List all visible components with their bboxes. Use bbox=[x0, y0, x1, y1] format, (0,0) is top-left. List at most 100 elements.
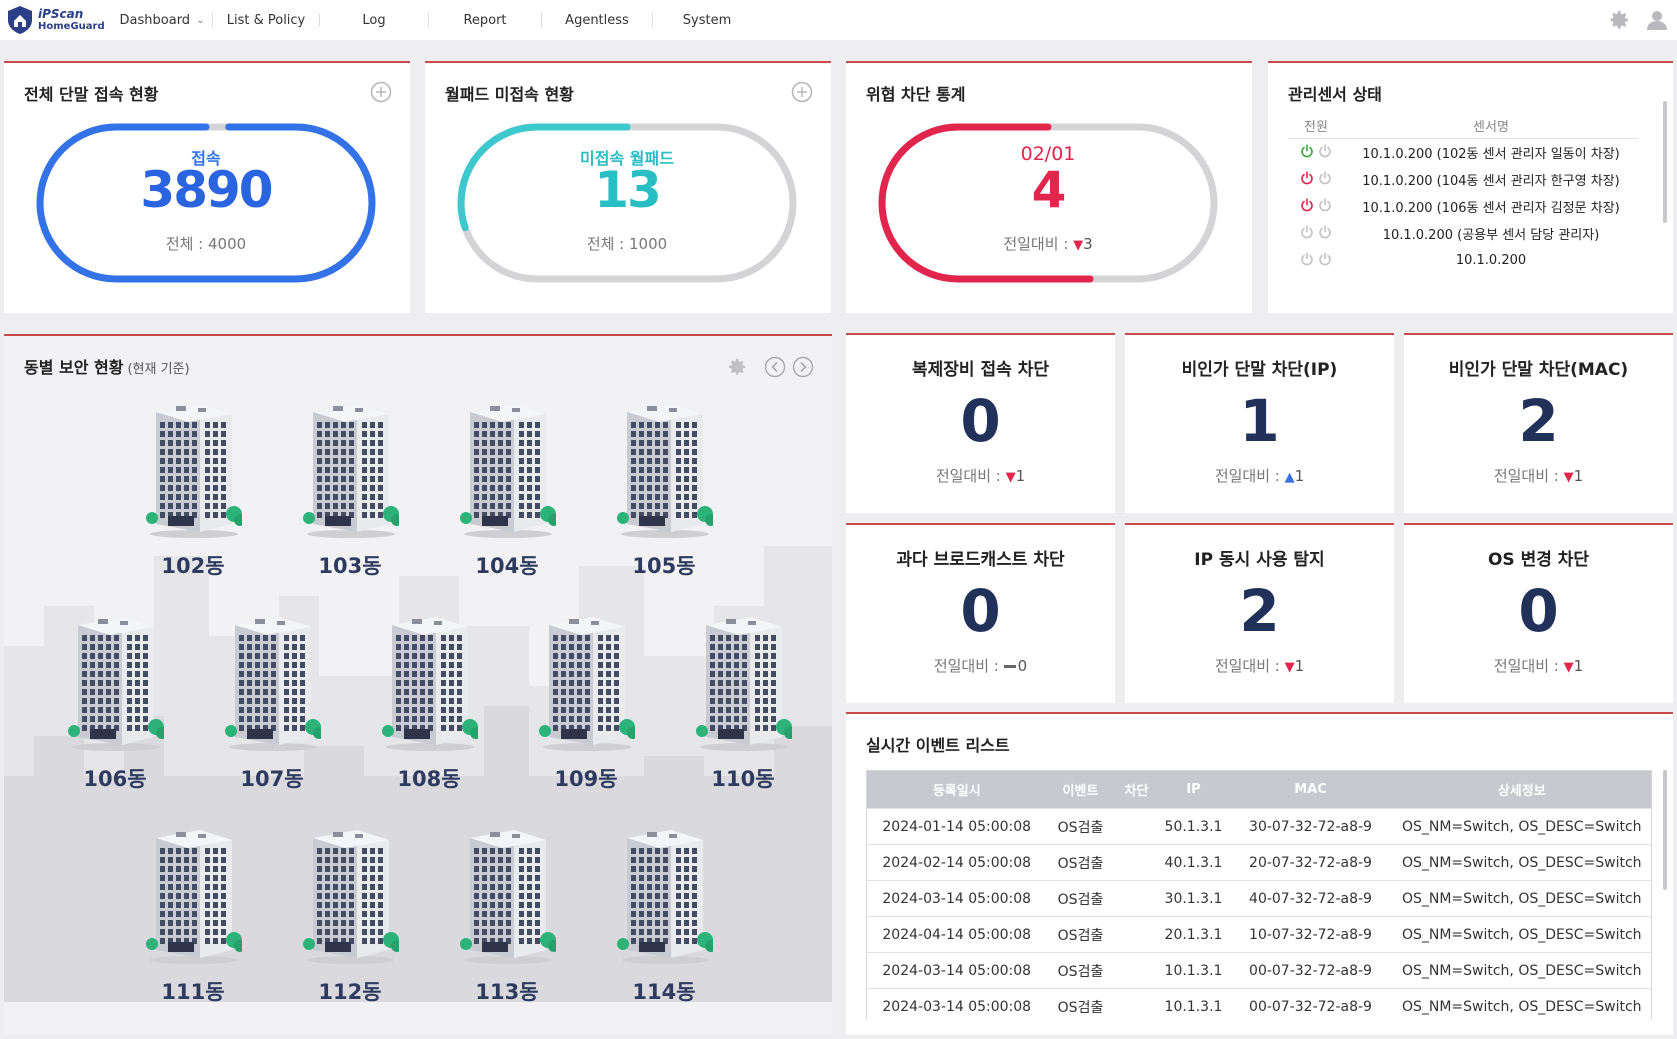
building-item[interactable]: 105동 bbox=[589, 400, 739, 580]
event-list-card: 실시간 이벤트 리스트 등록일시 이벤트 차단 IP MAC 상세정보 2024… bbox=[846, 712, 1673, 1035]
cell-block bbox=[1114, 988, 1159, 1019]
building-item[interactable]: 109동 bbox=[511, 613, 661, 793]
power-icon bbox=[1318, 197, 1332, 216]
col-block[interactable]: 차단 bbox=[1114, 770, 1159, 809]
cell-mac: 10-07-32-72-a8-9 bbox=[1228, 916, 1393, 953]
building-item[interactable]: 106동 bbox=[40, 613, 190, 793]
wallpad-value: 13 bbox=[594, 161, 662, 219]
clone-device-block-card[interactable]: 복제장비 접속 차단 0 전일대비 : ▼1 bbox=[846, 333, 1115, 513]
unauthorized-ip-block-card[interactable]: 비인가 단말 차단(IP) 1 전일대비 : ▲1 bbox=[1125, 333, 1394, 513]
power-icon bbox=[1318, 170, 1332, 189]
building-icon bbox=[382, 617, 478, 751]
cell-mac: 00-07-32-72-a8-9 bbox=[1228, 988, 1393, 1019]
table-row[interactable]: 2024-01-14 05:00:08 OS검출 50.1.3.1 30-07-32-… bbox=[866, 808, 1652, 845]
shield-logo-icon bbox=[8, 6, 32, 34]
table-row[interactable]: 2024-04-14 05:00:08 OS검출 20.1.3.1 10-07-32-… bbox=[866, 916, 1652, 953]
building-item[interactable]: 111동 bbox=[118, 826, 268, 1006]
building-item[interactable]: 114동 bbox=[589, 826, 739, 1006]
building-name: 106동 bbox=[83, 767, 147, 791]
unauthorized-mac-block-card[interactable]: 비인가 단말 차단(MAC) 2 전일대비 : ▼1 bbox=[1404, 333, 1673, 513]
nav-agentless[interactable]: Agentless bbox=[565, 12, 629, 28]
nav-list-policy[interactable]: List & Policy bbox=[226, 12, 306, 28]
cell-detail: OS_NM=Switch, OS_DESC=Switch bbox=[1392, 808, 1652, 845]
cell-date: 2024-01-14 05:00:08 bbox=[866, 808, 1047, 845]
cell-event: OS검출 bbox=[1046, 808, 1115, 845]
chevron-right-icon[interactable] bbox=[792, 356, 814, 378]
building-name: 103동 bbox=[318, 554, 382, 578]
building-item[interactable]: 112동 bbox=[275, 826, 425, 1006]
sensor-row[interactable]: 10.1.0.200 bbox=[1288, 247, 1638, 274]
user-icon[interactable] bbox=[1643, 6, 1671, 34]
building-name: 108동 bbox=[397, 767, 461, 791]
cell-block bbox=[1114, 880, 1159, 917]
power-status-icons bbox=[1288, 197, 1344, 216]
sensor-head-power: 전원 bbox=[1304, 120, 1328, 135]
nav-divider bbox=[652, 13, 653, 27]
building-item[interactable]: 113동 bbox=[432, 826, 582, 1006]
nav-divider bbox=[319, 13, 320, 27]
table-row[interactable]: 2024-02-14 05:00:08 OS검출 40.1.3.1 20-07-32-… bbox=[866, 844, 1652, 881]
logo-line1: iPScan bbox=[38, 7, 84, 21]
col-date[interactable]: 등록일시 bbox=[866, 770, 1047, 809]
stat-compare-prefix: 전일대비 : bbox=[1214, 657, 1285, 675]
stat-compare: 전일대비 : ▼1 bbox=[1404, 655, 1673, 676]
sensor-row[interactable]: 10.1.0.200 (104동 센서 관리자 한구영 차장) bbox=[1288, 166, 1638, 193]
cell-mac: 00-07-32-72-a8-9 bbox=[1228, 952, 1393, 989]
building-card-title: 동별 보안 현황 (현재 기준) bbox=[24, 354, 190, 378]
sensor-name: 10.1.0.200 (공용부 센서 담당 관리자) bbox=[1382, 228, 1600, 243]
sensor-row[interactable]: 10.1.0.200 (공용부 센서 담당 관리자) bbox=[1288, 220, 1638, 247]
stat-value: 0 bbox=[1518, 577, 1559, 645]
building-icon bbox=[146, 404, 242, 538]
add-circle-icon[interactable] bbox=[370, 81, 392, 103]
building-item[interactable]: 110동 bbox=[668, 613, 818, 793]
stat-compare-value: 1 bbox=[1573, 657, 1584, 675]
building-item[interactable]: 108동 bbox=[354, 613, 504, 793]
triangle-up-icon: ▲ bbox=[1284, 470, 1295, 485]
stat-compare-value: 1 bbox=[1294, 467, 1305, 485]
event-card-title: 실시간 이벤트 리스트 bbox=[866, 736, 1010, 755]
triangle-down-icon: ▼ bbox=[1005, 470, 1016, 485]
event-scrollbar[interactable] bbox=[1663, 770, 1667, 890]
building-item[interactable]: 104동 bbox=[432, 400, 582, 580]
power-status-icons bbox=[1288, 143, 1344, 162]
cell-block bbox=[1114, 844, 1159, 881]
col-ip[interactable]: IP bbox=[1158, 770, 1229, 809]
sensor-row[interactable]: 10.1.0.200 (102동 센서 관리자 일동이 차장) bbox=[1288, 139, 1638, 166]
nav-divider bbox=[428, 13, 429, 27]
building-icon bbox=[68, 617, 164, 751]
stat-compare-value: 1 bbox=[1573, 467, 1584, 485]
power-icon bbox=[1318, 251, 1332, 270]
col-detail[interactable]: 상세정보 bbox=[1392, 770, 1652, 809]
building-icon bbox=[696, 617, 792, 751]
power-icon bbox=[1300, 224, 1314, 243]
nav-log[interactable]: Log bbox=[362, 12, 386, 28]
cell-event: OS검출 bbox=[1046, 952, 1115, 989]
cell-date: 2024-03-14 05:00:08 bbox=[866, 988, 1047, 1019]
city-skyline-background bbox=[4, 546, 832, 1002]
building-item[interactable]: 107동 bbox=[197, 613, 347, 793]
table-row[interactable]: 2024-03-14 05:00:08 OS검출 10.1.3.1 00-07-32-… bbox=[866, 952, 1652, 989]
ip-duplicate-detect-card[interactable]: IP 동시 사용 탐지 2 전일대비 : ▼1 bbox=[1125, 523, 1394, 703]
col-mac[interactable]: MAC bbox=[1228, 770, 1393, 809]
nav-report[interactable]: Report bbox=[463, 12, 507, 28]
sensor-scrollbar[interactable] bbox=[1663, 101, 1667, 223]
building-icon bbox=[460, 830, 556, 964]
broadcast-block-card[interactable]: 과다 브로드캐스트 차단 0 전일대비 : 0 bbox=[846, 523, 1115, 703]
cell-detail: OS_NM=Switch, OS_DESC=Switch bbox=[1392, 844, 1652, 881]
os-change-block-card[interactable]: OS 변경 차단 0 전일대비 : ▼1 bbox=[1404, 523, 1673, 703]
stat-compare-prefix: 전일대비 : bbox=[1493, 467, 1564, 485]
building-item[interactable]: 102동 bbox=[118, 400, 268, 580]
add-circle-icon[interactable] bbox=[791, 81, 813, 103]
col-event[interactable]: 이벤트 bbox=[1046, 770, 1115, 809]
sensor-row[interactable]: 10.1.0.200 (106동 센서 관리자 김정문 차장) bbox=[1288, 193, 1638, 220]
nav-dashboard[interactable]: Dashboard ⌄ bbox=[112, 0, 212, 40]
building-item[interactable]: 103동 bbox=[275, 400, 425, 580]
building-icon bbox=[225, 617, 321, 751]
table-row[interactable]: 2024-03-14 05:00:08 OS검출 30.1.3.1 40-07-32-… bbox=[866, 880, 1652, 917]
settings-gear-icon[interactable] bbox=[726, 356, 748, 378]
table-row[interactable]: 2024-03-14 05:00:08 OS검출 10.1.3.1 00-07-32-… bbox=[866, 988, 1652, 1019]
gear-icon[interactable] bbox=[1605, 6, 1633, 34]
app-logo[interactable]: iPScan HomeGuard bbox=[6, 4, 105, 36]
chevron-left-icon[interactable] bbox=[764, 356, 786, 378]
nav-system[interactable]: System bbox=[682, 12, 732, 28]
